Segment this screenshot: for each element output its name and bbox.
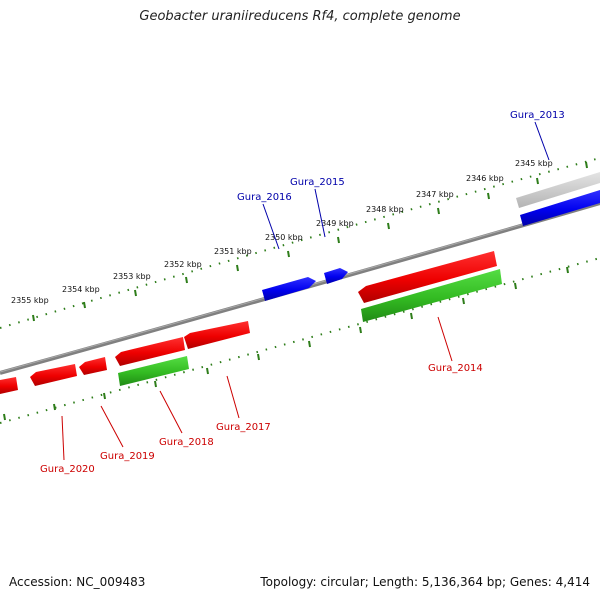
reverse-strand-genes bbox=[0, 251, 497, 394]
ruler-label: 2349 kbp bbox=[316, 219, 354, 228]
ruler-tick bbox=[185, 276, 188, 284]
leader-gura-2017 bbox=[226, 375, 240, 419]
ruler-tick bbox=[487, 192, 490, 200]
inner-ruler-ticks bbox=[3, 266, 569, 421]
ruler-label: 2350 kbp bbox=[265, 233, 303, 242]
ruler-label: 2352 kbp bbox=[164, 260, 202, 269]
ruler-tick bbox=[462, 297, 465, 305]
accession-text: Accession: NC_009483 bbox=[9, 575, 146, 589]
ruler-tick bbox=[585, 161, 588, 169]
ruler-tick bbox=[206, 367, 209, 375]
gene-red-249[interactable] bbox=[184, 321, 250, 349]
rna-genes bbox=[118, 269, 502, 386]
label-gura-2016[interactable]: Gura_2016 bbox=[237, 192, 292, 203]
leader-gura-2016 bbox=[262, 203, 280, 250]
ruler-tick bbox=[514, 282, 517, 290]
label-gura-2014[interactable]: Gura_2014 bbox=[428, 363, 483, 374]
ruler-label: 2354 kbp bbox=[62, 285, 100, 294]
ruler-tick bbox=[287, 250, 290, 258]
ruler-label: 2351 kbp bbox=[214, 247, 252, 256]
gene-gura-2020[interactable] bbox=[30, 364, 77, 386]
ruler-tick bbox=[236, 264, 239, 272]
ruler-label: 2348 kbp bbox=[366, 205, 404, 214]
ruler-tick bbox=[359, 326, 362, 334]
ruler-label: 2353 kbp bbox=[113, 272, 151, 281]
gene-gura-2017[interactable] bbox=[115, 337, 185, 366]
gene-gura-2019[interactable] bbox=[79, 357, 107, 375]
ruler-tick bbox=[3, 413, 6, 421]
ruler-tick bbox=[566, 266, 569, 274]
forward-strand-genes bbox=[262, 172, 600, 301]
leader-gura-2018 bbox=[159, 390, 183, 434]
genome-summary-text: Topology: circular; Length: 5,136,364 bp… bbox=[260, 575, 590, 589]
ruler-tick bbox=[53, 403, 56, 411]
gene-gura-2015[interactable] bbox=[324, 268, 348, 284]
ruler-tick bbox=[410, 312, 413, 320]
leader-gura-2014 bbox=[437, 316, 453, 362]
ruler-label: 2347 kbp bbox=[416, 190, 454, 199]
gene-red-edge[interactable] bbox=[0, 377, 18, 394]
label-gura-2015[interactable]: Gura_2015 bbox=[290, 177, 345, 188]
gene-shadow-gura-2013[interactable] bbox=[516, 172, 600, 208]
ruler-tick bbox=[103, 392, 106, 400]
leader-gura-2020 bbox=[61, 415, 65, 461]
ruler-tick bbox=[536, 177, 539, 185]
ruler-tick bbox=[437, 207, 440, 215]
leader-gura-2015 bbox=[314, 188, 326, 238]
outer-ruler-ticks bbox=[32, 161, 588, 322]
label-gura-2013[interactable]: Gura_2013 bbox=[510, 110, 565, 121]
rna-gene-gura-2018[interactable] bbox=[118, 356, 189, 386]
label-gura-2020[interactable]: Gura_2020 bbox=[40, 464, 95, 475]
leader-gura-2019 bbox=[100, 405, 124, 448]
leader-gura-2013 bbox=[534, 121, 550, 161]
ruler-label: 2345 kbp bbox=[515, 159, 553, 168]
ruler-tick bbox=[257, 353, 260, 361]
label-gura-2018[interactable]: Gura_2018 bbox=[159, 437, 214, 448]
map-title: Geobacter uraniireducens Rf4, complete g… bbox=[139, 9, 461, 24]
rna-gene-large[interactable] bbox=[361, 269, 502, 322]
ruler-tick bbox=[387, 222, 390, 230]
gene-gura-2014[interactable] bbox=[358, 251, 497, 303]
ruler-tick bbox=[83, 301, 86, 309]
ruler-label: 2355 kbp bbox=[11, 296, 49, 305]
gene-gura-2016[interactable] bbox=[262, 277, 316, 301]
gene-gura-2013[interactable] bbox=[520, 190, 600, 226]
ruler-tick bbox=[134, 289, 137, 297]
ruler-tick bbox=[308, 340, 311, 348]
ruler-tick bbox=[337, 236, 340, 244]
label-gura-2017[interactable]: Gura_2017 bbox=[216, 422, 271, 433]
label-leaders bbox=[61, 121, 550, 461]
ruler-tick bbox=[32, 314, 35, 322]
ruler-tick bbox=[154, 380, 157, 388]
ruler-label: 2346 kbp bbox=[466, 174, 504, 183]
label-gura-2019[interactable]: Gura_2019 bbox=[100, 451, 155, 462]
